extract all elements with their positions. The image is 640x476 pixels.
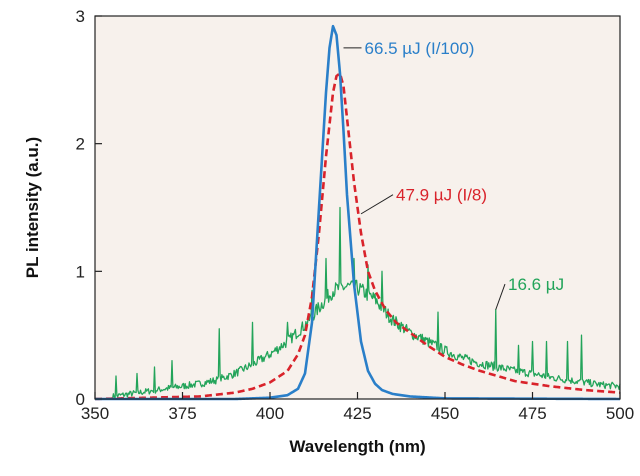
- x-tick-label-400: 400: [256, 404, 284, 423]
- series-line-1: [94, 72, 621, 401]
- y-tick-label-3: 3: [76, 7, 85, 26]
- annotation-label-1: 47.9 µJ (I/8): [396, 186, 487, 205]
- annotation-leader-2: [495, 283, 506, 310]
- x-tick-label-450: 450: [431, 404, 459, 423]
- ticks-layer: 350 375 400 425 450 475 500 0 1 2 3: [76, 7, 635, 423]
- annotation-label-0: 66.5 µJ (I/100): [365, 39, 475, 58]
- annotation-label-2: 16.6 µJ: [508, 275, 564, 294]
- x-tick-label-425: 425: [343, 404, 371, 423]
- annotations-layer: 66.5 µJ (I/100) 47.9 µJ (I/8) 16.6 µJ: [343, 39, 564, 310]
- y-axis-label: PL intensity (a.u.): [23, 137, 42, 278]
- x-tick-label-475: 475: [518, 404, 546, 423]
- y-tick-label-0: 0: [76, 390, 85, 409]
- series-line-2: [111, 206, 621, 400]
- y-tick-label-1: 1: [76, 262, 85, 281]
- x-tick-label-375: 375: [168, 404, 196, 423]
- x-tick-label-350: 350: [81, 404, 109, 423]
- annotation-leader-1: [360, 194, 394, 215]
- x-axis-label: Wavelength (nm): [289, 437, 425, 456]
- y-tick-label-2: 2: [76, 135, 85, 154]
- x-tick-label-500: 500: [606, 404, 634, 423]
